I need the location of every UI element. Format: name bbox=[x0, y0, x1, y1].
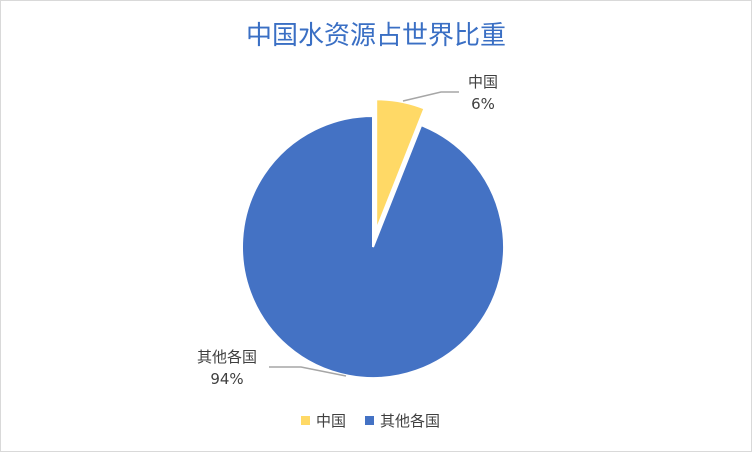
pie-slice-china bbox=[375, 98, 426, 231]
data-label-others-value: 94% bbox=[210, 370, 243, 388]
pie-slice-others bbox=[241, 114, 505, 379]
legend-label-others: 其他各国 bbox=[380, 412, 440, 430]
legend-label-china: 中国 bbox=[316, 412, 346, 430]
legend-swatch-china bbox=[301, 416, 310, 425]
data-label-china-value: 6% bbox=[471, 95, 495, 113]
chart-title: 中国水资源占世界比重 bbox=[245, 21, 506, 51]
leader-line-others bbox=[269, 366, 347, 377]
leader-line-china bbox=[402, 91, 459, 102]
legend-swatch-others bbox=[365, 416, 374, 425]
data-label-others-name: 其他各国 bbox=[197, 348, 257, 366]
data-label-china-name: 中国 bbox=[468, 73, 498, 91]
